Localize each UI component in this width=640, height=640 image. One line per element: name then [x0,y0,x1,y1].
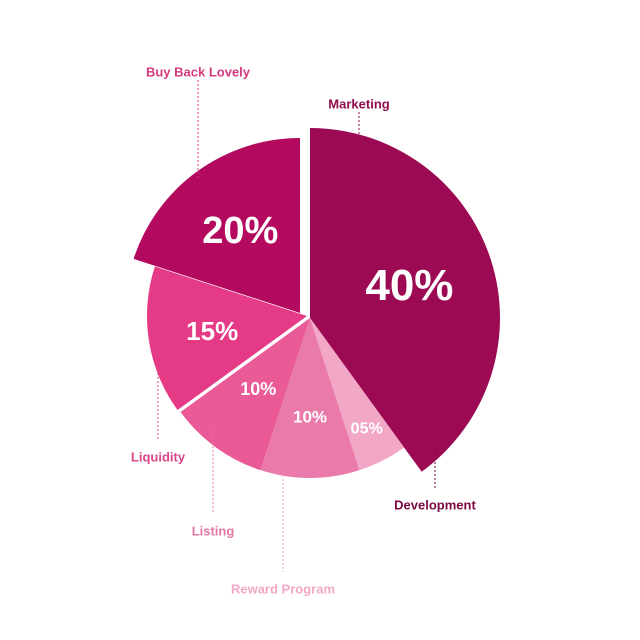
callout-labels: Development Reward Program Listing Liquidit… [131,65,477,597]
callout-leaders [157,80,436,572]
pie-slice-listing [260,318,360,479]
slice-value-label: 10% [293,408,327,427]
pie-slice-liquidity [180,318,310,471]
pie-slice-buy-back-lovely [146,266,307,411]
category-label: Listing [192,524,235,539]
category-label: Marketing [328,97,389,112]
category-label: Development [394,498,476,513]
pie-slices [133,128,500,479]
pie-slice-reward-program [310,318,405,471]
pie-slice-labels: 40% 05% 10% 10% 15% 20% [186,210,453,438]
category-label: Liquidity [131,450,186,465]
pie-slice-marketing [133,138,300,313]
category-label: Reward Program [231,582,335,597]
category-label: Buy Back Lovely [146,65,251,80]
slice-value-label: 05% [351,421,383,438]
slice-value-label: 15% [186,316,238,346]
pie-slice-development [310,128,500,472]
slice-value-label: 40% [365,261,453,310]
slice-value-label: 10% [240,379,276,399]
slice-value-label: 20% [202,210,278,252]
